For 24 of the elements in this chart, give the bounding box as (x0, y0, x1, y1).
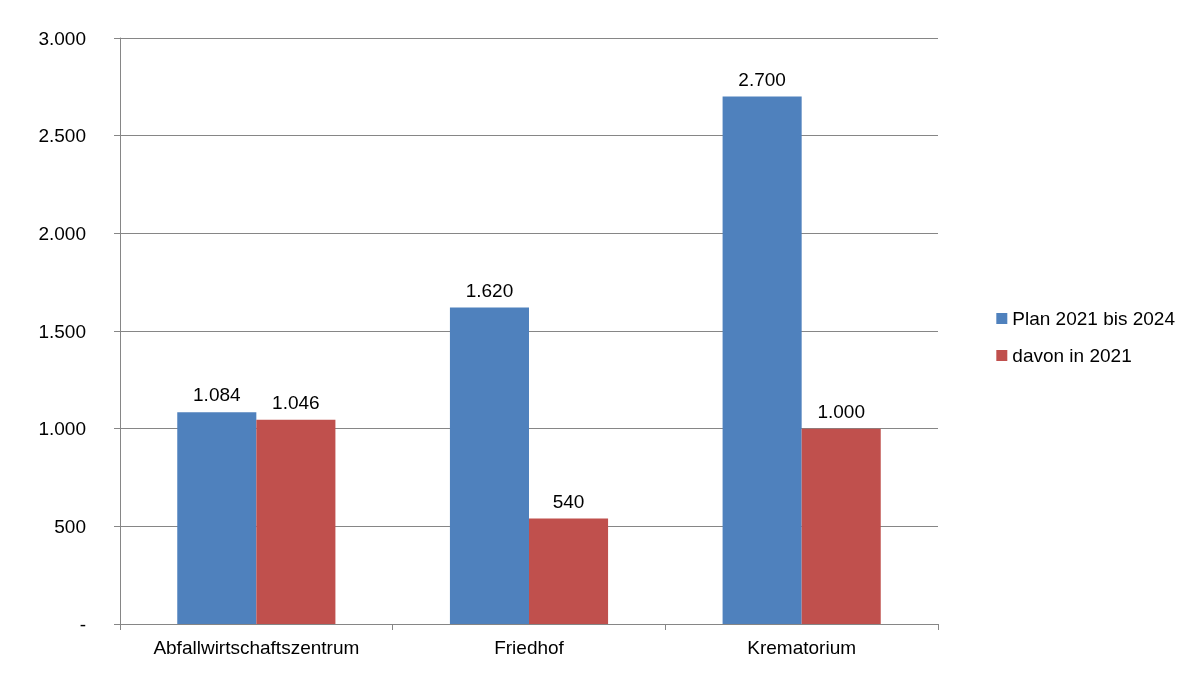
y-tick-label: 3.000 (38, 27, 86, 49)
bar (529, 518, 609, 624)
data-label: 2.700 (738, 68, 786, 90)
bar (256, 419, 336, 624)
y-tick-label: 1.500 (38, 320, 86, 342)
y-tick-label: 1.000 (38, 418, 86, 440)
legend-label: Plan 2021 bis 2024 (1012, 308, 1176, 329)
bar (722, 96, 802, 624)
y-tick-label: 500 (54, 515, 86, 537)
x-tick-label: Friedhof (494, 637, 565, 658)
data-label: 1.000 (817, 400, 865, 422)
x-tick-label: Abfallwirtschaftszentrum (153, 637, 360, 658)
bar (177, 412, 257, 624)
y-tick-label: - (79, 613, 86, 635)
y-tick-label: 2.500 (38, 125, 86, 147)
bar (801, 428, 881, 624)
legend-label: davon in 2021 (1012, 345, 1132, 366)
y-tick-label: 2.000 (38, 222, 86, 244)
data-label: 1.046 (272, 391, 320, 413)
data-label: 540 (552, 490, 585, 512)
data-label: 1.620 (465, 279, 514, 301)
bar (449, 307, 529, 624)
x-tick-label: Krematorium (747, 637, 857, 658)
data-label: 1.084 (193, 384, 241, 406)
